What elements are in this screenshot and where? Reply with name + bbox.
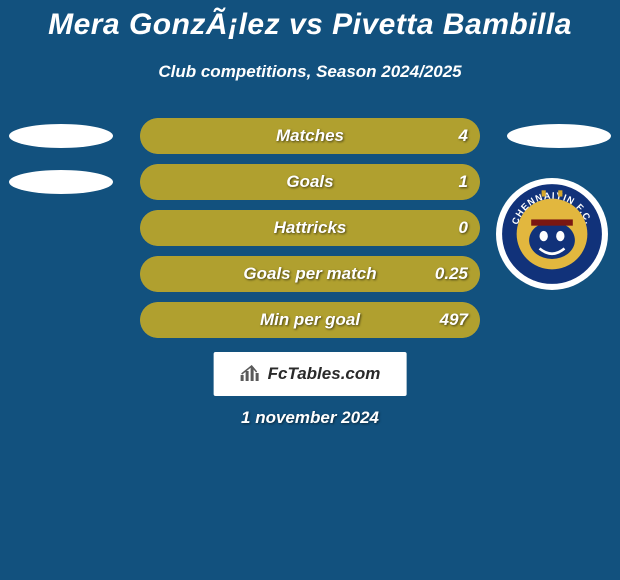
- source-badge: FcTables.com: [214, 352, 407, 396]
- stat-bar: Hattricks0: [140, 210, 480, 246]
- comparison-canvas: Mera GonzÃ¡lez vs Pivetta Bambilla Club …: [0, 0, 620, 580]
- stat-bar: Matches4: [140, 118, 480, 154]
- bar-chart-icon: [240, 365, 262, 383]
- stat-bar-fill: [140, 210, 480, 246]
- chennaiyin-logo-icon: CHENNAIYIN F.C.: [500, 182, 604, 286]
- stat-bars: Matches4 Goals1 Hattricks0 Goals per match0…: [140, 118, 480, 348]
- page-title: Mera GonzÃ¡lez vs Pivetta Bambilla: [0, 8, 620, 42]
- player-left-avatar: [6, 118, 116, 200]
- club-logo-right: CHENNAIYIN F.C.: [496, 178, 608, 290]
- avatar-oval: [9, 170, 113, 194]
- player-right-avatar: [504, 118, 614, 154]
- stat-bar: Goals1: [140, 164, 480, 200]
- stat-bar: Min per goal497: [140, 302, 480, 338]
- source-badge-text: FcTables.com: [268, 364, 381, 384]
- avatar-oval: [9, 124, 113, 148]
- stat-bar-fill: [140, 118, 480, 154]
- stat-bar-fill: [140, 302, 480, 338]
- stat-bar: Goals per match0.25: [140, 256, 480, 292]
- avatar-oval: [507, 124, 611, 148]
- subtitle: Club competitions, Season 2024/2025: [0, 62, 620, 82]
- stat-bar-fill: [140, 164, 480, 200]
- stat-bar-fill: [140, 256, 480, 292]
- footer-date: 1 november 2024: [0, 408, 620, 428]
